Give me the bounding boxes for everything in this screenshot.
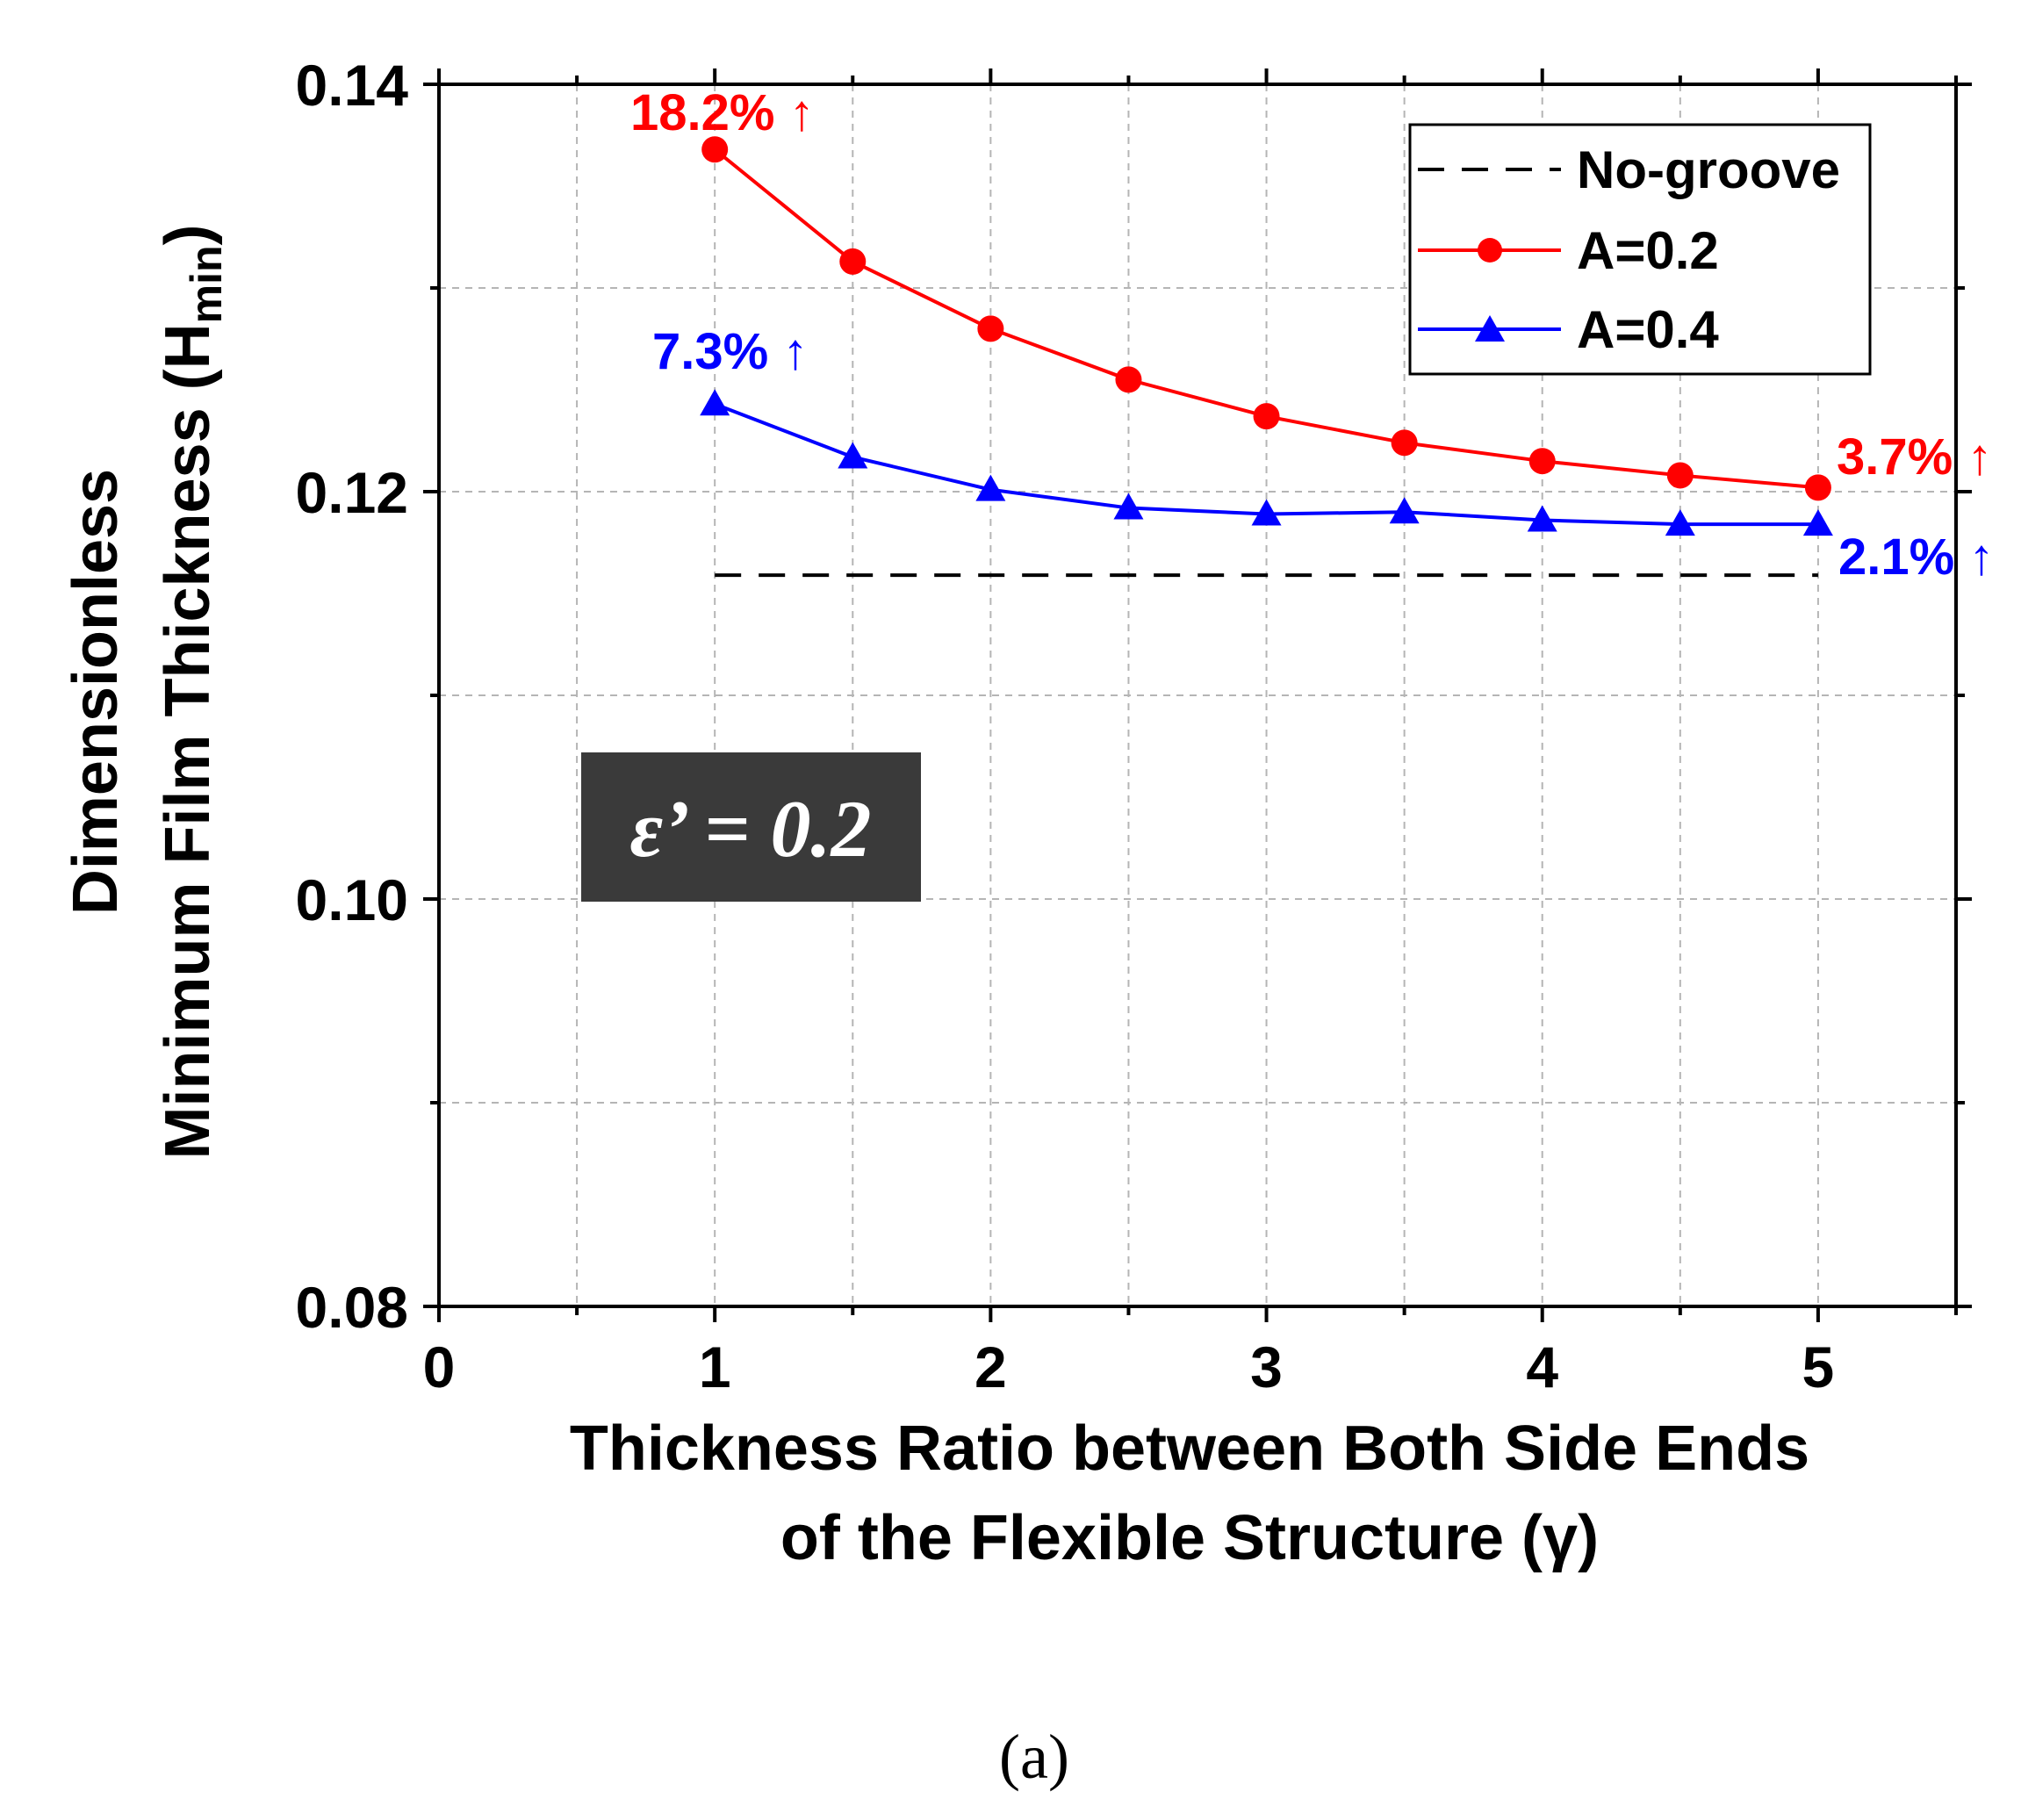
series-point-1 xyxy=(977,315,1004,342)
x-tick-label: 5 xyxy=(1802,1334,1835,1399)
annotation-a02-last: 3.7% ↑ xyxy=(1837,428,1992,486)
legend-label-a02: A=0.2 xyxy=(1577,221,1719,280)
x-tick-label: 3 xyxy=(1250,1334,1283,1399)
axis-titles: Thickness Ratio between Both Side Ends o… xyxy=(61,224,1809,1573)
x-tick-label: 1 xyxy=(699,1334,731,1399)
y-tick-label: 0.14 xyxy=(296,53,409,118)
series-point-1 xyxy=(1253,403,1280,430)
series-layer xyxy=(700,136,1833,578)
annotation-a04-last: 2.1% ↑ xyxy=(1838,529,1994,586)
legend-label-a04: A=0.4 xyxy=(1577,300,1719,359)
annotations: 18.2% ↑ 7.3% ↑ 3.7% ↑ 2.1% ↑ xyxy=(630,84,1994,586)
series-point-1 xyxy=(1804,474,1831,501)
y-tick-label: 0.12 xyxy=(296,460,408,525)
legend-swatch-a04-marker xyxy=(1475,315,1505,342)
series-point-2 xyxy=(700,389,730,416)
annotation-a02-first: 18.2% ↑ xyxy=(630,84,815,141)
ticks: 0 1 2 3 4 5 0.08 0.10 0.12 0.14 xyxy=(296,53,1972,1399)
parameter-box-label: ε’ = 0.2 xyxy=(630,784,872,874)
series-point-2 xyxy=(1251,499,1282,526)
y-tick-label: 0.10 xyxy=(296,867,408,932)
legend-label-no-groove: No-groove xyxy=(1577,140,1840,199)
y-axis-title-line1: Dimensionless xyxy=(61,469,131,915)
legend: No-groove A=0.2 A=0.4 xyxy=(1408,123,1872,376)
y-axis-title-close: ) xyxy=(153,224,223,245)
series-point-2 xyxy=(1527,505,1557,532)
series-point-2 xyxy=(1389,497,1420,524)
series-point-1 xyxy=(1666,462,1694,489)
annotation-a04-first: 7.3% ↑ xyxy=(652,323,808,380)
series-point-2 xyxy=(1665,509,1695,536)
series-point-1 xyxy=(839,248,867,275)
series-point-1 xyxy=(1528,448,1556,475)
x-tick-label: 0 xyxy=(423,1334,456,1399)
series-point-1 xyxy=(1115,366,1142,393)
y-axis-title-line2: Minimum Film Thickness (Hmin) xyxy=(153,224,231,1159)
y-axis-title-subscript: min xyxy=(182,245,231,323)
x-axis-title-line2: of the Flexible Structure (γ) xyxy=(780,1503,1599,1573)
series-point-2 xyxy=(1802,509,1833,536)
figure-caption: (a) xyxy=(999,1722,1069,1792)
parameter-box: ε’ = 0.2 xyxy=(581,752,921,902)
x-tick-label: 4 xyxy=(1526,1334,1558,1399)
y-tick-label: 0.08 xyxy=(296,1275,408,1340)
x-tick-label: 2 xyxy=(975,1334,1007,1399)
series-point-2 xyxy=(838,442,868,469)
series-point-1 xyxy=(701,136,729,163)
series-point-1 xyxy=(1391,429,1418,457)
series-point-2 xyxy=(975,474,1006,501)
legend-swatch-a02-marker xyxy=(1478,238,1502,263)
y-axis-title-main: Minimum Film Thickness (H xyxy=(153,323,223,1159)
x-axis-title-line1: Thickness Ratio between Both Side Ends xyxy=(570,1414,1809,1484)
parameter-box-background xyxy=(581,752,921,902)
series-point-2 xyxy=(1113,493,1144,520)
